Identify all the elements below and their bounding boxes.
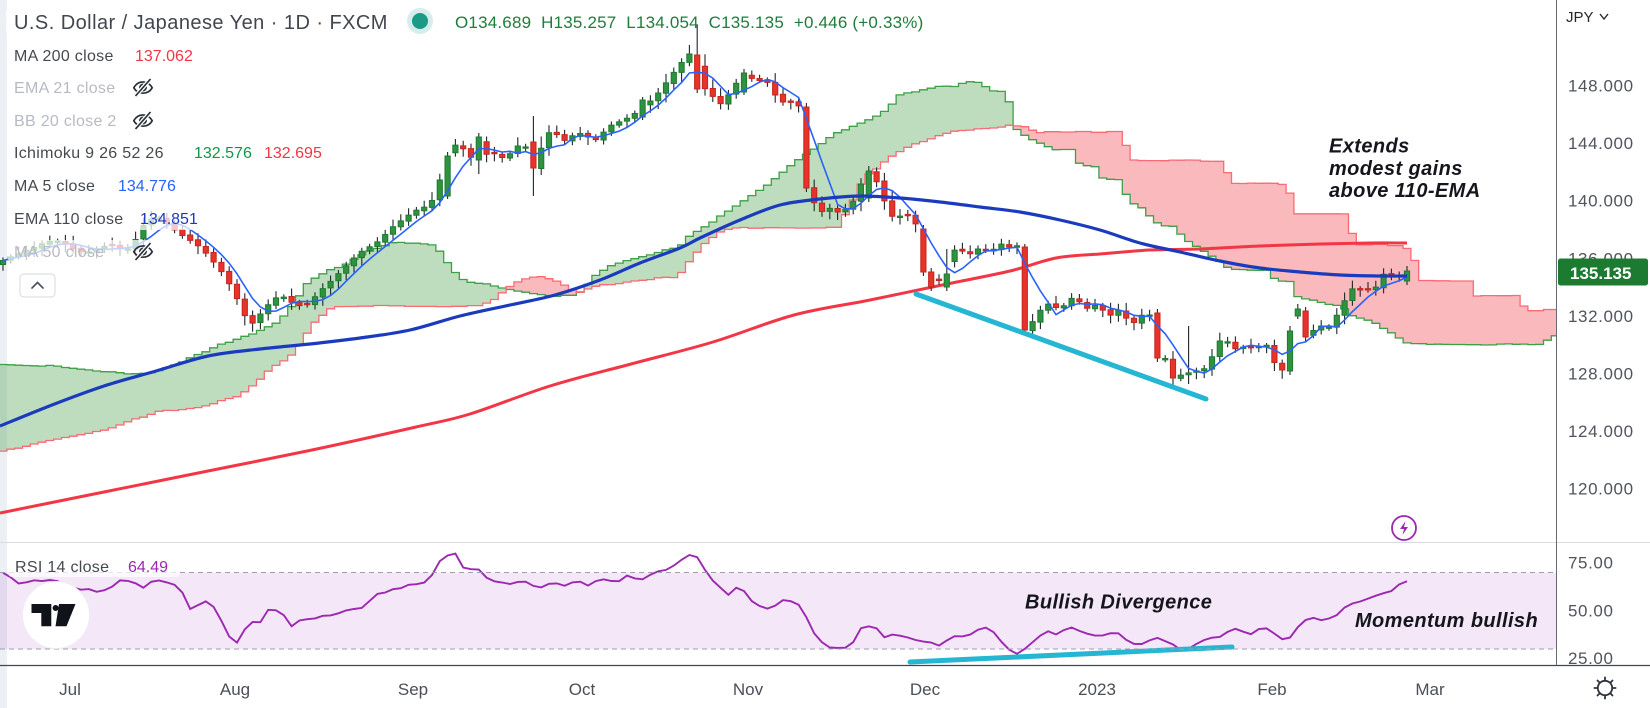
- svg-text:50.00: 50.00: [1568, 601, 1614, 620]
- svg-text:modest gains: modest gains: [1329, 158, 1463, 180]
- svg-text:Ichimoku 9 26 52 26: Ichimoku 9 26 52 26: [14, 145, 164, 162]
- svg-text:144.000: 144.000: [1568, 134, 1634, 153]
- svg-text:BB 20 close 2: BB 20 close 2: [14, 113, 117, 130]
- svg-text:132.576: 132.576: [194, 145, 252, 162]
- svg-text:Bullish Divergence: Bullish Divergence: [1025, 592, 1212, 614]
- svg-text:132.000: 132.000: [1568, 307, 1634, 326]
- svg-text:Aug: Aug: [220, 680, 250, 699]
- svg-text:JPY: JPY: [1566, 9, 1594, 26]
- svg-text:2023: 2023: [1078, 680, 1116, 699]
- svg-text:140.000: 140.000: [1568, 192, 1634, 211]
- svg-text:RSI 14 close: RSI 14 close: [15, 559, 109, 576]
- svg-text:Feb: Feb: [1257, 680, 1286, 699]
- svg-text:134.851: 134.851: [140, 211, 198, 228]
- svg-text:EMA 110 close: EMA 110 close: [14, 211, 123, 228]
- svg-text:Momentum bullish: Momentum bullish: [1355, 610, 1538, 632]
- svg-text:Sep: Sep: [398, 680, 428, 699]
- svg-text:MA 50 close: MA 50 close: [14, 244, 104, 261]
- svg-text:Nov: Nov: [733, 680, 764, 699]
- svg-text:Oct: Oct: [569, 680, 596, 699]
- svg-text:25.00: 25.00: [1568, 649, 1614, 668]
- svg-text:EMA 21 close: EMA 21 close: [14, 80, 115, 97]
- svg-text:128.000: 128.000: [1568, 365, 1634, 384]
- svg-text:132.695: 132.695: [264, 145, 322, 162]
- svg-text:O134.689 H135.257 L134.054: O134.689 H135.257 L134.054 C135.135 +0.4…: [455, 13, 923, 32]
- svg-text:134.776: 134.776: [118, 178, 176, 195]
- svg-text:Extends: Extends: [1329, 136, 1410, 158]
- svg-text:Dec: Dec: [910, 680, 941, 699]
- svg-text:148.000: 148.000: [1568, 77, 1634, 96]
- svg-text:120.000: 120.000: [1568, 480, 1634, 499]
- svg-text:MA 200 close: MA 200 close: [14, 48, 114, 65]
- svg-text:75.00: 75.00: [1568, 554, 1614, 573]
- svg-text:MA 5 close: MA 5 close: [14, 178, 95, 195]
- svg-text:137.062: 137.062: [135, 48, 193, 65]
- svg-text:U.S. Dollar / Japanese Yen · 1: U.S. Dollar / Japanese Yen · 1D · FXCM: [14, 12, 388, 34]
- svg-text:135.135: 135.135: [1570, 264, 1631, 283]
- svg-text:above 110-EMA: above 110-EMA: [1329, 180, 1481, 202]
- svg-text:Mar: Mar: [1415, 680, 1445, 699]
- svg-text:64.49: 64.49: [128, 559, 168, 576]
- svg-text:Jul: Jul: [59, 680, 81, 699]
- svg-text:124.000: 124.000: [1568, 422, 1634, 441]
